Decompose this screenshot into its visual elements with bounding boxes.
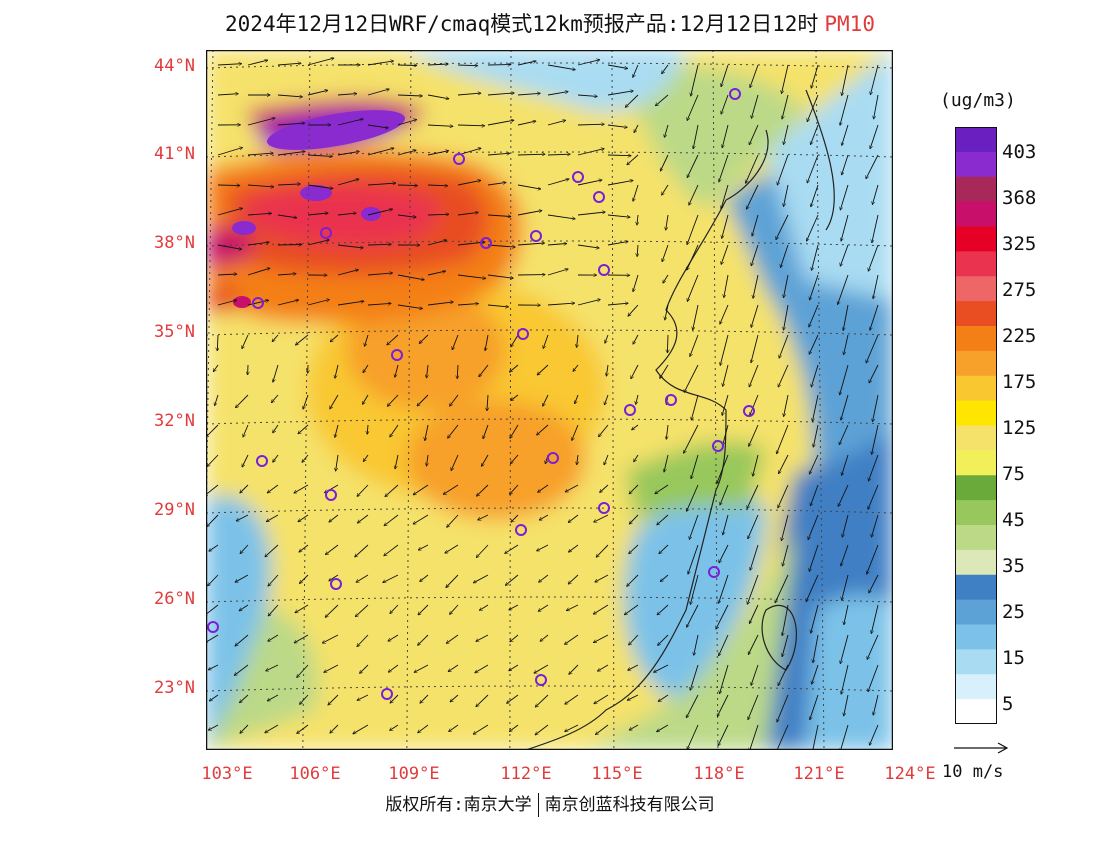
colorbar-label-275: 275 [1002, 279, 1037, 301]
colorbar-swatch [955, 624, 997, 650]
colorbar-swatch [955, 350, 997, 377]
lon-label-103: 103°E [201, 764, 253, 784]
colorbar-swatch [955, 500, 997, 526]
lon-label-121: 121°E [793, 764, 845, 784]
lon-label-109: 109°E [388, 764, 440, 784]
colorbar-swatch [955, 574, 997, 601]
wind-reference-arrow [954, 742, 1009, 754]
wind-vectors [206, 58, 879, 750]
colorbar-swatch [955, 201, 997, 228]
lat-label-38: 38°N [154, 233, 195, 253]
colorbar-label-15: 15 [1002, 647, 1025, 669]
colorbar-swatch [955, 649, 997, 675]
colorbar-label-35: 35 [1002, 555, 1025, 577]
colorbar-label-5: 5 [1002, 693, 1014, 715]
colorbar-swatch [955, 549, 997, 576]
colorbar-swatch [955, 176, 997, 203]
colorbar-swatch [955, 127, 997, 153]
colorbar-label-125: 125 [1002, 417, 1037, 439]
colorbar-label-175: 175 [1002, 371, 1037, 393]
lat-label-41: 41°N [154, 144, 195, 164]
title-text: 2024年12月12日WRF/cmaq模式12km预报产品:12月12日12时 [225, 12, 819, 36]
colorbar-label-25: 25 [1002, 601, 1025, 623]
lat-label-29: 29°N [154, 500, 195, 520]
copyright-right: 南京创蓝科技有限公司 [544, 795, 715, 815]
colorbar-swatch [955, 525, 997, 551]
lat-label-44: 44°N [154, 56, 195, 76]
colorbar-swatch [955, 699, 997, 724]
colorbar-swatch [955, 599, 997, 626]
colorbar-swatch [955, 276, 997, 302]
colorbar-swatch [955, 301, 997, 327]
colorbar-label-75: 75 [1002, 463, 1025, 485]
copyright-left: 版权所有:南京大学 [385, 795, 532, 815]
colorbar-label-403: 403 [1002, 141, 1037, 163]
lat-label-23: 23°N [154, 678, 195, 698]
footer-separator [537, 793, 539, 817]
wind-reference-label: 10 m/s [942, 762, 1004, 782]
colorbar-swatch [955, 326, 997, 352]
colorbar-swatch [955, 251, 997, 277]
colorbar-label-325: 325 [1002, 233, 1037, 255]
lon-label-118: 118°E [693, 764, 745, 784]
colorbar-unit: (ug/m3) [940, 90, 1016, 111]
colorbar-swatch [955, 226, 997, 252]
colorbar-swatch [955, 400, 997, 427]
copyright-footer: 版权所有:南京大学 南京创蓝科技有限公司 [0, 790, 1100, 817]
colorbar-swatch [955, 674, 997, 700]
lon-label-115: 115°E [591, 764, 643, 784]
lon-label-124: 124°E [884, 764, 936, 784]
lon-label-106: 106°E [289, 764, 341, 784]
colorbar-swatch [955, 425, 997, 451]
lat-label-32: 32°N [154, 411, 195, 431]
map-title: 2024年12月12日WRF/cmaq模式12km预报产品:12月12日12时 P… [0, 8, 1100, 38]
colorbar-swatch [955, 151, 997, 178]
colorbar-swatch [955, 475, 997, 501]
colorbar-swatch [955, 450, 997, 476]
city-markers [207, 88, 755, 700]
lat-label-35: 35°N [154, 322, 195, 342]
lat-label-26: 26°N [154, 589, 195, 609]
species-label: PM10 [824, 12, 875, 36]
colorbar-swatch [955, 375, 997, 402]
colorbar-label-368: 368 [1002, 187, 1037, 209]
graticule [206, 50, 893, 750]
lon-label-112: 112°E [500, 764, 552, 784]
colorbar-label-225: 225 [1002, 325, 1037, 347]
forecast-map [206, 50, 893, 750]
colorbar-label-45: 45 [1002, 509, 1025, 531]
colorbar [955, 127, 997, 724]
